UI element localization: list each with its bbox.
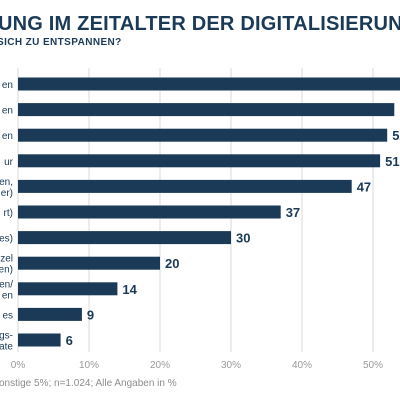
bar bbox=[18, 103, 395, 117]
category-label: ate bbox=[0, 342, 13, 353]
bar bbox=[18, 307, 82, 321]
bar bbox=[18, 333, 61, 347]
category-label: er) bbox=[1, 188, 13, 199]
value-label: 37 bbox=[286, 205, 300, 220]
bar bbox=[18, 231, 231, 245]
category-label: en bbox=[2, 80, 13, 91]
value-label: 47 bbox=[357, 179, 371, 194]
bar bbox=[18, 77, 400, 91]
chart-subtitle: SICH ZU ENTSPANNEN? bbox=[0, 37, 122, 48]
category-label: en bbox=[2, 131, 13, 142]
category-label: es) bbox=[0, 234, 13, 245]
category-label: rt) bbox=[4, 208, 13, 219]
x-tick-label: 0% bbox=[11, 360, 26, 371]
footnote: onstige 5%; n=1.024; Alle Angaben in % bbox=[0, 378, 177, 389]
value-label: 52 bbox=[392, 128, 400, 143]
category-label: ur bbox=[4, 157, 14, 168]
category-label: en bbox=[2, 106, 13, 117]
value-label: 9 bbox=[87, 307, 94, 322]
bar bbox=[18, 256, 160, 270]
category-label: gs- bbox=[0, 331, 13, 342]
category-label: en) bbox=[0, 265, 13, 276]
category-label: en bbox=[2, 290, 13, 301]
x-tick-label: 10% bbox=[79, 360, 99, 371]
value-label: 51 bbox=[385, 154, 399, 169]
category-label: zel bbox=[0, 254, 13, 265]
chart-title: UNG IM ZEITALTER DER DIGITALISIERUNG bbox=[0, 13, 400, 35]
bar bbox=[18, 282, 118, 296]
value-label: 30 bbox=[236, 231, 250, 246]
bar bbox=[18, 179, 352, 193]
x-tick-label: 30% bbox=[221, 360, 241, 371]
category-label: en/ bbox=[0, 279, 13, 290]
bar bbox=[18, 205, 281, 219]
x-tick-label: 20% bbox=[150, 360, 170, 371]
x-tick-label: 50% bbox=[363, 360, 383, 371]
value-label: 20 bbox=[165, 256, 179, 271]
value-label: 6 bbox=[66, 333, 73, 348]
value-label: 14 bbox=[122, 282, 137, 297]
bar bbox=[18, 128, 388, 142]
category-label: en, bbox=[0, 177, 13, 188]
x-tick-label: 40% bbox=[292, 360, 312, 371]
category-label: es bbox=[2, 310, 13, 321]
bar bbox=[18, 154, 381, 168]
